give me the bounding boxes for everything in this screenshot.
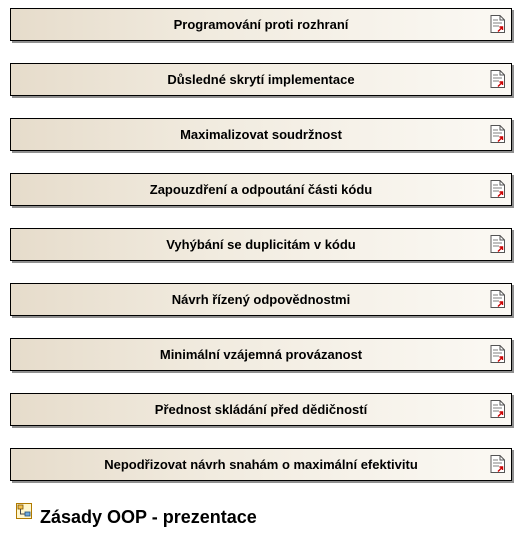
element-label: Důsledné skrytí implementace (167, 72, 355, 87)
diagram-element-navrh-rizeny-odpovednostmi[interactable]: Návrh řízený odpovědnostmi (10, 283, 512, 316)
document-link-icon[interactable] (490, 15, 506, 33)
diagram-icon[interactable] (16, 503, 32, 519)
diagram-element-dusledne-skryti-implementace[interactable]: Důsledné skrytí implementace (10, 63, 512, 96)
document-link-icon[interactable] (490, 235, 506, 253)
document-link-icon[interactable] (490, 455, 506, 473)
element-label: Přednost skládání před dědičností (154, 402, 368, 417)
diagram-element-programovani-proti-rozhrani[interactable]: Programování proti rozhraní (10, 8, 512, 41)
element-label: Zapouzdření a odpoutání části kódu (149, 182, 373, 197)
diagram-element-vyhybani-se-duplicitam[interactable]: Vyhýbání se duplicitám v kódu (10, 228, 512, 261)
document-link-icon[interactable] (490, 345, 506, 363)
diagram-element-nepodrizovat-navrh[interactable]: Nepodřizovat návrh snahám o maximální ef… (10, 448, 512, 481)
diagram-footer: Zásady OOP - prezentace (16, 502, 496, 528)
document-link-icon[interactable] (490, 70, 506, 88)
document-link-icon[interactable] (490, 290, 506, 308)
diagram-element-prednost-skladani[interactable]: Přednost skládání před dědičností (10, 393, 512, 426)
diagram-element-maximalizovat-soudrznost[interactable]: Maximalizovat soudržnost (10, 118, 512, 151)
element-label: Nepodřizovat návrh snahám o maximální ef… (104, 457, 418, 472)
element-label: Návrh řízený odpovědnostmi (171, 292, 351, 307)
document-link-icon[interactable] (490, 400, 506, 418)
diagram-element-minimalni-vzajemna-provazanost[interactable]: Minimální vzájemná provázanost (10, 338, 512, 371)
diagram-items: Programování proti rozhraní Důsledné skr… (10, 8, 514, 503)
element-label: Programování proti rozhraní (173, 17, 349, 32)
element-label: Minimální vzájemná provázanost (159, 347, 363, 362)
document-link-icon[interactable] (490, 125, 506, 143)
document-link-icon[interactable] (490, 180, 506, 198)
diagram-title: Zásady OOP - prezentace (40, 507, 257, 527)
element-label: Vyhýbání se duplicitám v kódu (166, 237, 356, 252)
diagram-element-zapouzdreni[interactable]: Zapouzdření a odpoutání části kódu (10, 173, 512, 206)
element-label: Maximalizovat soudržnost (180, 127, 342, 142)
